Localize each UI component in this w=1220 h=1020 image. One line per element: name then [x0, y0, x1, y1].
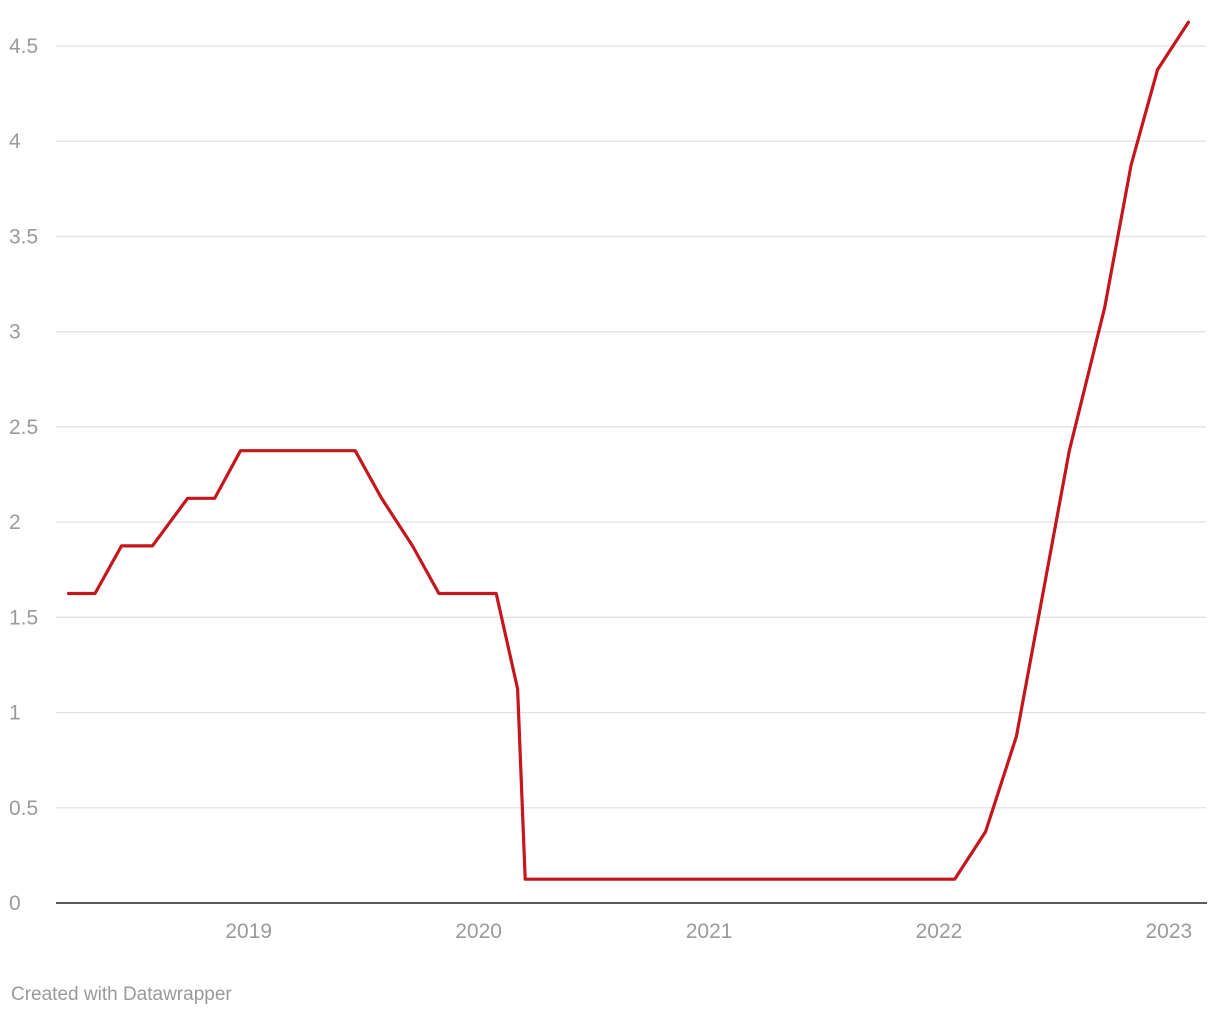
y-tick-label: 3.5 — [9, 225, 38, 248]
y-axis-labels: 0 0.5 1 1.5 2 2.5 3 3.5 4 4.5 — [9, 35, 38, 915]
y-tick-label: 2 — [9, 511, 21, 534]
y-tick-label: 4 — [9, 130, 21, 153]
y-tick-label: 2.5 — [9, 416, 38, 439]
line-chart: 0 0.5 1 1.5 2 2.5 3 3.5 4 4.5 2019 2020 2021 2022 202… — [9, 20, 1207, 943]
x-tick-label: 2023 — [1145, 920, 1192, 943]
y-tick-label: 3 — [9, 321, 21, 344]
y-tick-label: 0.5 — [9, 797, 38, 820]
x-tick-label: 2022 — [916, 920, 963, 943]
series-line — [66, 20, 1191, 881]
x-tick-label: 2020 — [455, 920, 502, 943]
x-tick-label: 2019 — [225, 920, 272, 943]
y-tick-label: 1 — [9, 702, 21, 725]
gridlines — [56, 45, 1207, 904]
x-axis-labels: 2019 2020 2021 2022 2023 — [225, 920, 1192, 943]
credit-text: Created with Datawrapper — [11, 984, 232, 1005]
y-tick-label: 0 — [9, 892, 21, 915]
y-tick-label: 1.5 — [9, 606, 38, 629]
series-layer — [66, 20, 1191, 881]
x-tick-label: 2021 — [686, 920, 733, 943]
y-tick-label: 4.5 — [9, 35, 38, 58]
